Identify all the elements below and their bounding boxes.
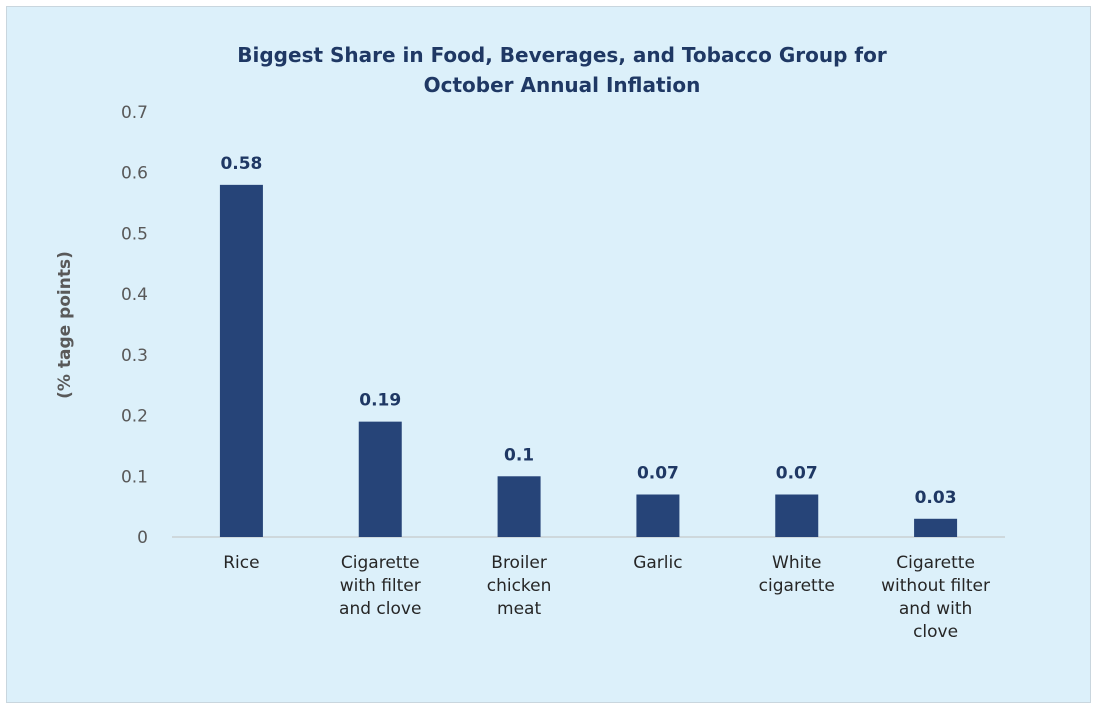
bar [775, 494, 819, 537]
y-tick-label: 0.3 [121, 346, 148, 366]
chart-title-line-2: October Annual Inflation [424, 73, 701, 97]
y-tick-label: 0.5 [121, 224, 148, 244]
category-label: cigarette [759, 576, 835, 596]
category-label: chicken [487, 576, 552, 596]
data-label: 0.03 [915, 488, 957, 508]
y-tick-label: 0.2 [121, 407, 148, 427]
data-label: 0.19 [359, 391, 401, 411]
category-label: meat [497, 599, 541, 619]
y-axis-ticks: 0 0.1 0.2 0.3 0.4 0.5 0.6 0.7 [121, 103, 148, 548]
bar [914, 518, 958, 537]
category-label: Garlic [633, 553, 682, 573]
category-label: Broiler [491, 553, 547, 573]
category-label: Rice [223, 553, 259, 573]
y-axis-title: (% tage points) [55, 251, 75, 399]
bar [219, 184, 263, 537]
category-label: White [772, 553, 821, 573]
category-label: without filter [881, 576, 990, 596]
bar [358, 421, 402, 537]
chart-title-line-1: Biggest Share in Food, Beverages, and To… [237, 43, 887, 67]
data-label: 0.58 [220, 154, 262, 174]
data-label: 0.07 [776, 464, 818, 484]
category-label: with filter [340, 576, 421, 596]
category-label: and with [899, 599, 972, 619]
y-tick-label: 0.4 [121, 285, 148, 305]
category-labels: Rice Cigarette with filter and clove Broiler… [223, 553, 990, 642]
bar [497, 476, 541, 537]
data-label: 0.1 [504, 445, 534, 465]
y-tick-label: 0.1 [121, 467, 148, 487]
y-tick-label: 0.7 [121, 103, 148, 123]
category-label: Cigarette [896, 553, 975, 573]
category-label: and clove [339, 599, 421, 619]
chart-area [6, 6, 1091, 703]
category-label: clove [913, 622, 958, 642]
bar [636, 494, 680, 537]
data-labels: 0.58 0.19 0.1 0.07 0.07 0.03 [220, 154, 956, 508]
category-label: Cigarette [341, 553, 420, 573]
y-tick-label: 0.6 [121, 164, 148, 184]
bars [219, 184, 958, 537]
y-tick-label: 0 [137, 528, 148, 548]
data-label: 0.07 [637, 464, 679, 484]
